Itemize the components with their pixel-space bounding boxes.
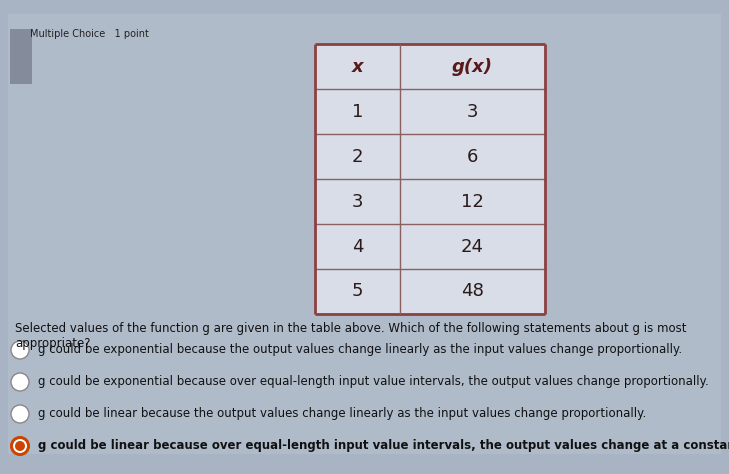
Circle shape xyxy=(11,437,29,455)
Circle shape xyxy=(11,341,29,359)
Text: g(x): g(x) xyxy=(452,57,493,75)
Circle shape xyxy=(11,373,29,391)
FancyBboxPatch shape xyxy=(400,134,545,179)
FancyBboxPatch shape xyxy=(10,29,32,84)
Text: 1: 1 xyxy=(352,102,363,120)
Text: 3: 3 xyxy=(352,192,363,210)
FancyBboxPatch shape xyxy=(315,44,400,89)
Text: 48: 48 xyxy=(461,283,484,301)
Text: 4: 4 xyxy=(352,237,363,255)
Text: g could be exponential because the output values change linearly as the input va: g could be exponential because the outpu… xyxy=(38,344,682,356)
FancyBboxPatch shape xyxy=(315,179,400,224)
Text: 12: 12 xyxy=(461,192,484,210)
Text: 3: 3 xyxy=(467,102,478,120)
Circle shape xyxy=(15,441,25,451)
Text: 2: 2 xyxy=(352,147,363,165)
FancyBboxPatch shape xyxy=(400,269,545,314)
Text: 5: 5 xyxy=(352,283,363,301)
Text: x: x xyxy=(351,57,363,75)
Text: g could be linear because the output values change linearly as the input values : g could be linear because the output val… xyxy=(38,408,646,420)
FancyBboxPatch shape xyxy=(315,269,400,314)
Text: Selected values of the function g are given in the table above. Which of the fol: Selected values of the function g are gi… xyxy=(15,322,687,350)
Circle shape xyxy=(11,405,29,423)
FancyBboxPatch shape xyxy=(315,89,400,134)
FancyBboxPatch shape xyxy=(315,224,400,269)
Text: g could be exponential because over equal-length input value intervals, the outp: g could be exponential because over equa… xyxy=(38,375,709,389)
Circle shape xyxy=(13,439,27,453)
FancyBboxPatch shape xyxy=(400,89,545,134)
FancyBboxPatch shape xyxy=(315,134,400,179)
Text: g could be linear because over equal-length input value intervals, the output va: g could be linear because over equal-len… xyxy=(38,439,729,453)
Text: 6: 6 xyxy=(467,147,478,165)
Text: Multiple Choice   1 point: Multiple Choice 1 point xyxy=(30,29,149,39)
FancyBboxPatch shape xyxy=(400,224,545,269)
FancyBboxPatch shape xyxy=(8,14,721,454)
Text: 24: 24 xyxy=(461,237,484,255)
FancyBboxPatch shape xyxy=(400,179,545,224)
FancyBboxPatch shape xyxy=(400,44,545,89)
